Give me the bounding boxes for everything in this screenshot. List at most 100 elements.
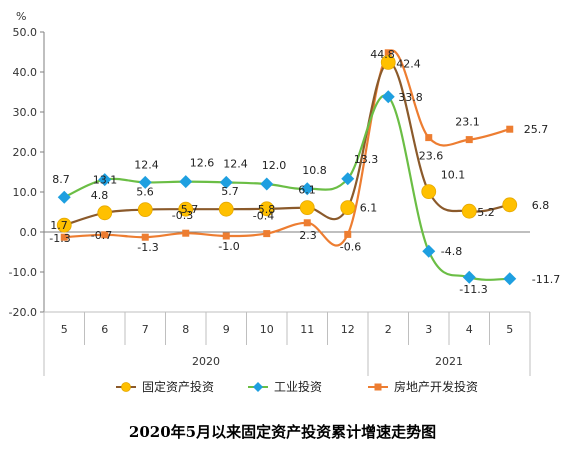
data-label: 5.2 bbox=[477, 206, 495, 219]
data-label: -0.4 bbox=[253, 210, 274, 223]
data-point bbox=[341, 172, 355, 186]
data-point bbox=[98, 173, 112, 187]
y-tick-label: 20.0 bbox=[13, 146, 38, 159]
data-label: 13.1 bbox=[93, 174, 118, 187]
data-label: 10.1 bbox=[441, 169, 466, 182]
data-point bbox=[260, 177, 274, 191]
legend-marker bbox=[253, 382, 263, 392]
data-point bbox=[340, 200, 356, 216]
x-tick-label: 7 bbox=[142, 323, 149, 336]
series-2 bbox=[60, 49, 514, 247]
year-group-label: 2020 bbox=[192, 355, 220, 368]
y-tick-label: 0.0 bbox=[20, 226, 38, 239]
y-tick-label: 10.0 bbox=[13, 186, 38, 199]
data-point bbox=[461, 203, 477, 219]
data-label: -0.3 bbox=[172, 209, 193, 222]
data-label: 4.8 bbox=[91, 189, 109, 202]
series-line bbox=[63, 61, 510, 227]
data-point bbox=[506, 125, 514, 133]
series-line bbox=[64, 49, 511, 247]
legend-marker bbox=[121, 382, 131, 392]
series-1 bbox=[57, 90, 517, 286]
data-label: 12.4 bbox=[223, 157, 248, 170]
data-labels: 1.7 4.8 5.6 5.7 5.7 5.8 6.1 6.1 42.4 10.1 5.2 6.8 8.… bbox=[49, 48, 560, 296]
data-point bbox=[299, 200, 315, 216]
data-label: 12.0 bbox=[262, 159, 287, 172]
data-label: -11.7 bbox=[532, 273, 560, 286]
data-label: -4.8 bbox=[441, 245, 462, 258]
data-point bbox=[57, 190, 71, 204]
data-label: 8.7 bbox=[52, 173, 70, 186]
data-point bbox=[381, 90, 395, 104]
data-point bbox=[425, 134, 433, 142]
data-label: 5.6 bbox=[136, 186, 154, 199]
data-point bbox=[380, 55, 396, 70]
data-label: 6.1 bbox=[298, 184, 316, 197]
y-tick-label: -20.0 bbox=[9, 306, 37, 319]
data-point bbox=[141, 233, 149, 241]
data-label: 23.1 bbox=[455, 116, 480, 129]
data-label: 42.4 bbox=[396, 57, 421, 70]
legend-label: 工业投资 bbox=[274, 379, 322, 394]
data-label: -1.3 bbox=[137, 241, 158, 254]
data-label: 1.7 bbox=[50, 219, 68, 232]
data-label: 23.6 bbox=[419, 150, 444, 163]
axes: % -20.0 -10.0 0.0 10.0 20.0 30.0 40.0 50.0 5 6 7 8 9 1… bbox=[9, 10, 531, 376]
data-point bbox=[218, 201, 234, 217]
data-point bbox=[421, 184, 437, 200]
data-point bbox=[101, 231, 109, 239]
data-label: 13.3 bbox=[354, 153, 379, 166]
data-point bbox=[384, 49, 392, 57]
data-point bbox=[502, 197, 518, 213]
data-point bbox=[182, 229, 190, 237]
data-label: -0.6 bbox=[340, 240, 361, 253]
y-tick-label: 50.0 bbox=[13, 26, 38, 39]
data-point bbox=[465, 136, 473, 144]
data-point bbox=[137, 202, 153, 218]
series-0 bbox=[56, 55, 518, 233]
data-point bbox=[303, 219, 311, 227]
data-label: -0.7 bbox=[91, 229, 112, 242]
legend: 固定资产投资 工业投资 房地产开发投资 bbox=[116, 379, 478, 394]
data-label: 12.4 bbox=[134, 158, 159, 171]
data-point bbox=[178, 201, 194, 217]
data-point bbox=[422, 244, 436, 258]
x-tick-label: 11 bbox=[300, 323, 314, 336]
legend-label: 固定资产投资 bbox=[142, 379, 214, 394]
data-label: -1.3 bbox=[49, 232, 70, 245]
x-tick-label: 2 bbox=[385, 323, 392, 336]
data-label: 10.8 bbox=[302, 164, 327, 177]
data-point bbox=[344, 230, 352, 238]
data-label: 33.8 bbox=[398, 91, 423, 104]
data-point bbox=[503, 272, 517, 286]
data-point bbox=[97, 205, 113, 221]
data-point bbox=[179, 175, 193, 189]
data-point bbox=[138, 175, 152, 189]
data-label: -11.3 bbox=[459, 283, 487, 296]
data-label: 6.1 bbox=[360, 202, 378, 215]
y-axis-unit: % bbox=[16, 10, 26, 23]
data-label: 5.7 bbox=[221, 185, 239, 198]
data-point bbox=[56, 217, 72, 233]
legend-marker bbox=[374, 383, 382, 391]
data-label: 5.8 bbox=[258, 203, 276, 216]
x-tick-label: 10 bbox=[260, 323, 274, 336]
x-tick-label: 12 bbox=[341, 323, 355, 336]
data-label: -1.0 bbox=[218, 240, 239, 253]
data-point bbox=[219, 175, 233, 189]
data-label: 6.8 bbox=[532, 199, 550, 212]
data-point bbox=[263, 230, 271, 238]
y-tick-label: 30.0 bbox=[13, 106, 38, 119]
data-label: 2.3 bbox=[299, 229, 317, 242]
data-label: 25.7 bbox=[524, 123, 549, 136]
chart-title: 2020年5月以来固定资产投资累计增速走势图 bbox=[128, 423, 437, 441]
x-tick-label: 4 bbox=[466, 323, 473, 336]
data-point bbox=[222, 232, 230, 240]
data-point bbox=[60, 233, 68, 241]
x-tick-label: 5 bbox=[61, 323, 68, 336]
x-tick-label: 5 bbox=[506, 323, 513, 336]
data-point bbox=[300, 182, 314, 196]
data-label: 12.6 bbox=[190, 157, 215, 170]
y-tick-label: 40.0 bbox=[13, 66, 38, 79]
